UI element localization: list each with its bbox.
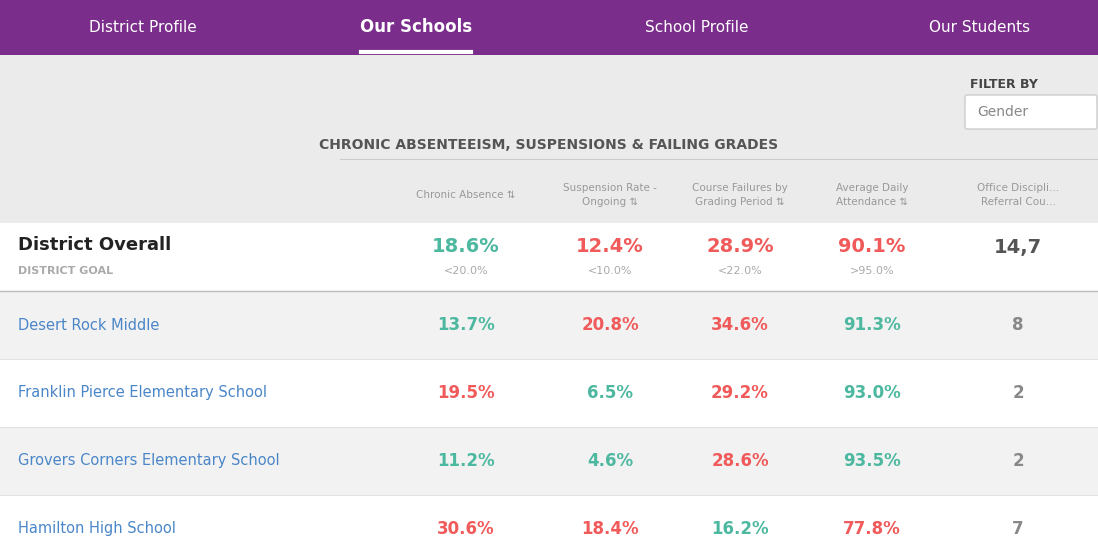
Text: Average Daily
Attendance ⇅: Average Daily Attendance ⇅ bbox=[836, 183, 908, 207]
Text: 30.6%: 30.6% bbox=[437, 520, 495, 538]
Text: 18.4%: 18.4% bbox=[581, 520, 639, 538]
Text: District Overall: District Overall bbox=[18, 236, 171, 254]
Text: 90.1%: 90.1% bbox=[838, 238, 906, 256]
Text: 13.7%: 13.7% bbox=[437, 316, 495, 334]
Text: 11.2%: 11.2% bbox=[437, 452, 495, 470]
Text: 28.6%: 28.6% bbox=[712, 452, 769, 470]
Text: Franklin Pierce Elementary School: Franklin Pierce Elementary School bbox=[18, 386, 267, 400]
Text: >95.0%: >95.0% bbox=[850, 266, 894, 276]
Text: 6.5%: 6.5% bbox=[587, 384, 634, 402]
FancyBboxPatch shape bbox=[965, 95, 1097, 129]
Text: 93.0%: 93.0% bbox=[843, 384, 900, 402]
Text: Suspension Rate -
Ongoing ⇅: Suspension Rate - Ongoing ⇅ bbox=[563, 183, 657, 207]
Text: 16.2%: 16.2% bbox=[712, 520, 769, 538]
Text: 4.6%: 4.6% bbox=[587, 452, 634, 470]
Text: 20.8%: 20.8% bbox=[581, 316, 639, 334]
Text: CHRONIC ABSENTEEISM, SUSPENSIONS & FAILING GRADES: CHRONIC ABSENTEEISM, SUSPENSIONS & FAILI… bbox=[320, 138, 778, 152]
Text: Grovers Corners Elementary School: Grovers Corners Elementary School bbox=[18, 454, 280, 469]
Text: Our Students: Our Students bbox=[929, 20, 1031, 35]
Text: Gender: Gender bbox=[977, 105, 1028, 119]
Text: <10.0%: <10.0% bbox=[587, 266, 632, 276]
Text: 14,7: 14,7 bbox=[994, 238, 1042, 256]
Text: Office Discipli...
Referral Cou...: Office Discipli... Referral Cou... bbox=[977, 183, 1060, 207]
Text: FILTER BY: FILTER BY bbox=[970, 79, 1038, 91]
Text: 77.8%: 77.8% bbox=[843, 520, 900, 538]
Text: 7: 7 bbox=[1012, 520, 1023, 538]
Text: 28.9%: 28.9% bbox=[706, 238, 774, 256]
Text: District Profile: District Profile bbox=[89, 20, 197, 35]
Bar bbox=[0, 291, 1098, 359]
Text: 91.3%: 91.3% bbox=[843, 316, 900, 334]
Text: <22.0%: <22.0% bbox=[718, 266, 762, 276]
Text: 8: 8 bbox=[1012, 316, 1023, 334]
Bar bbox=[0, 427, 1098, 495]
Text: 18.6%: 18.6% bbox=[433, 238, 500, 256]
Text: DISTRICT GOAL: DISTRICT GOAL bbox=[18, 266, 113, 276]
Text: <20.0%: <20.0% bbox=[444, 266, 489, 276]
Text: 2: 2 bbox=[1012, 384, 1023, 402]
Text: School Profile: School Profile bbox=[646, 20, 749, 35]
Text: Hamilton High School: Hamilton High School bbox=[18, 521, 176, 536]
Text: 2: 2 bbox=[1012, 452, 1023, 470]
Text: Course Failures by
Grading Period ⇅: Course Failures by Grading Period ⇅ bbox=[692, 183, 788, 207]
Bar bbox=[0, 359, 1098, 427]
Text: 19.5%: 19.5% bbox=[437, 384, 495, 402]
Bar bbox=[0, 223, 1098, 291]
Text: Desert Rock Middle: Desert Rock Middle bbox=[18, 317, 159, 333]
Bar bbox=[0, 0, 1098, 55]
Bar bbox=[0, 495, 1098, 550]
Text: 93.5%: 93.5% bbox=[843, 452, 900, 470]
Text: 29.2%: 29.2% bbox=[712, 384, 769, 402]
Text: 12.4%: 12.4% bbox=[576, 238, 643, 256]
Text: Chronic Absence ⇅: Chronic Absence ⇅ bbox=[416, 190, 516, 200]
Text: 34.6%: 34.6% bbox=[712, 316, 769, 334]
Text: Our Schools: Our Schools bbox=[360, 19, 472, 36]
